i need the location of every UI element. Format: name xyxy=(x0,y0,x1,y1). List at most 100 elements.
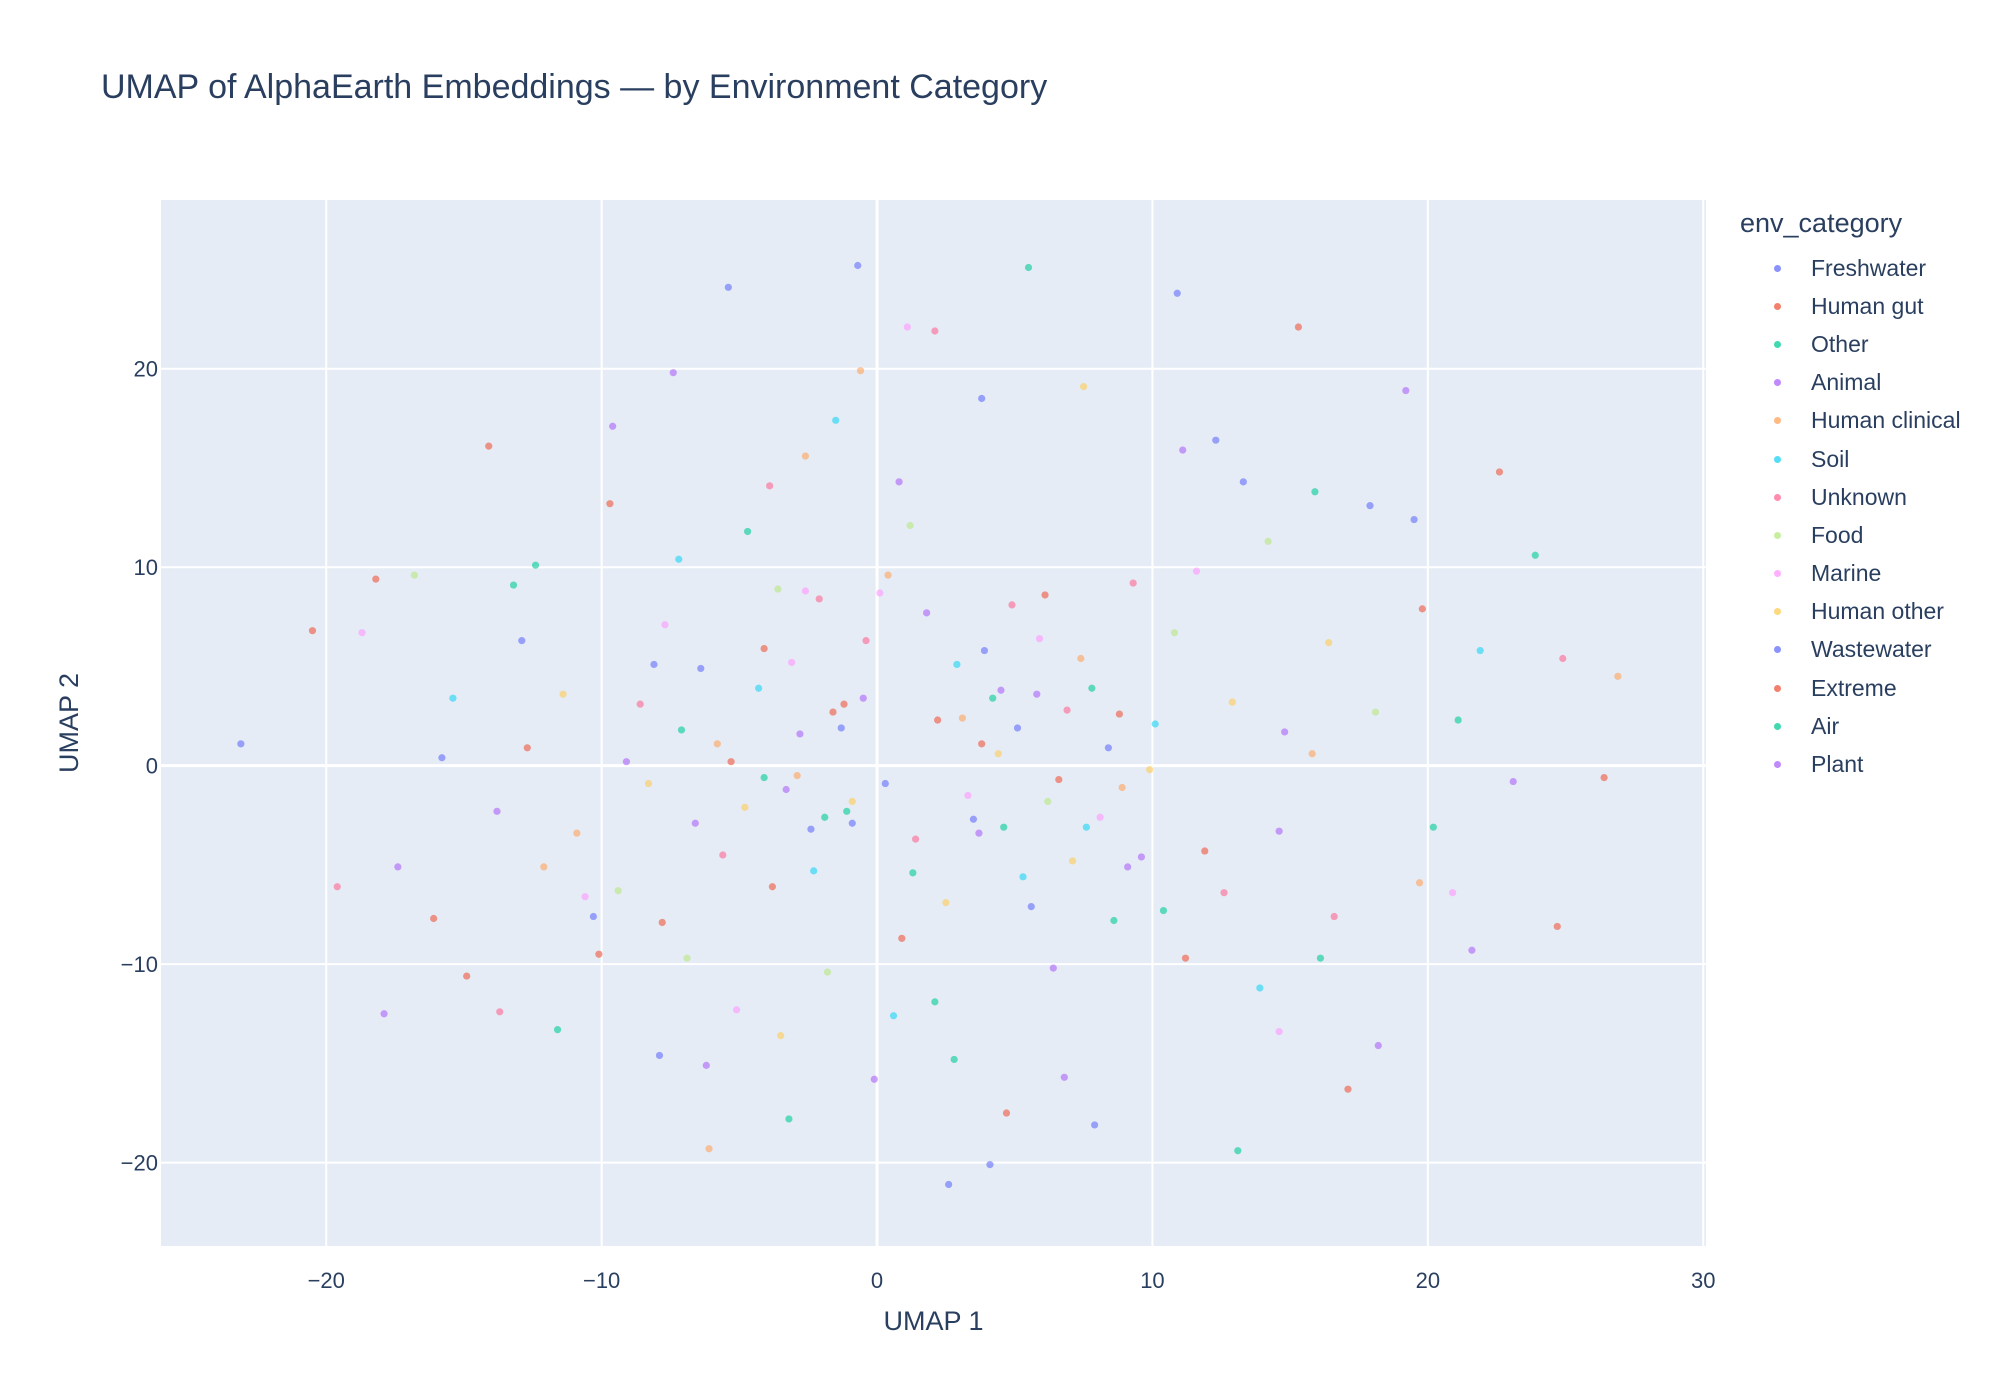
legend-item[interactable]: Freshwater xyxy=(1740,249,1961,287)
data-point xyxy=(796,730,804,738)
data-point xyxy=(658,918,666,927)
data-point xyxy=(1044,797,1052,806)
legend-item[interactable]: Human other xyxy=(1740,593,1961,631)
data-point xyxy=(1019,873,1027,881)
legend-item[interactable]: Unknown xyxy=(1740,478,1961,516)
data-point xyxy=(1173,289,1181,297)
legend-marker-icon xyxy=(1774,264,1781,272)
data-point xyxy=(697,664,705,673)
data-point xyxy=(518,637,526,645)
data-point xyxy=(768,883,776,891)
data-point xyxy=(727,758,735,766)
data-point xyxy=(358,629,366,637)
data-point xyxy=(1079,382,1088,391)
data-points xyxy=(237,261,1622,1189)
data-point xyxy=(1228,698,1236,706)
legend: env_category Freshwater Human gut Other Ani… xyxy=(1740,208,1961,784)
data-point xyxy=(823,968,832,976)
data-point xyxy=(1429,823,1437,831)
data-point xyxy=(1239,478,1247,486)
data-point xyxy=(1024,263,1033,272)
y-tick-label: 0 xyxy=(146,754,158,779)
data-point xyxy=(1063,706,1071,714)
legend-label: Human clinical xyxy=(1811,407,1961,434)
data-point xyxy=(876,589,884,597)
plot-area[interactable] xyxy=(161,200,1706,1246)
chart-title: UMAP of AlphaEarth Embeddings — by Envir… xyxy=(101,68,1048,106)
data-point xyxy=(1008,601,1016,609)
data-point xyxy=(1281,728,1289,736)
data-point xyxy=(832,416,840,424)
legend-item[interactable]: Wastewater xyxy=(1740,631,1961,669)
data-point xyxy=(801,452,810,460)
legend-marker-icon xyxy=(1774,302,1781,310)
legend-item[interactable]: Marine xyxy=(1740,555,1961,593)
data-point xyxy=(969,815,978,823)
data-point xyxy=(1264,537,1272,545)
data-point xyxy=(843,807,851,815)
legend-label: Human other xyxy=(1811,598,1944,625)
x-tick-label: 0 xyxy=(871,1268,883,1293)
data-point xyxy=(931,998,939,1006)
data-point xyxy=(1294,323,1303,331)
data-point xyxy=(744,527,752,536)
legend-item[interactable]: Human clinical xyxy=(1740,402,1961,440)
y-tick-label: −10 xyxy=(121,952,158,977)
x-tick-label: 10 xyxy=(1140,1268,1164,1293)
data-point xyxy=(1115,710,1123,718)
data-point xyxy=(903,323,911,331)
data-point xyxy=(1468,946,1476,954)
data-point xyxy=(1509,777,1517,786)
legend-marker-icon xyxy=(1774,608,1781,616)
data-point xyxy=(463,972,471,980)
data-point xyxy=(614,887,622,895)
data-point xyxy=(1531,551,1539,559)
data-point xyxy=(1418,605,1426,613)
data-point xyxy=(669,369,677,377)
legend-item[interactable]: Plant xyxy=(1740,745,1961,783)
data-point xyxy=(1000,823,1008,831)
legend-item[interactable]: Food xyxy=(1740,516,1961,554)
data-point xyxy=(848,797,856,806)
data-point xyxy=(777,1032,785,1040)
legend-item[interactable]: Animal xyxy=(1740,364,1961,402)
data-point xyxy=(1275,827,1283,835)
data-point xyxy=(821,813,829,821)
data-point xyxy=(237,740,245,748)
legend-item[interactable]: Air xyxy=(1740,707,1961,745)
data-point xyxy=(755,684,763,692)
data-point xyxy=(677,726,686,734)
y-axis-title: UMAP 2 xyxy=(54,673,84,773)
data-point xyxy=(493,807,501,815)
data-point xyxy=(1091,1121,1099,1129)
data-point xyxy=(994,750,1002,758)
data-point xyxy=(1110,916,1118,925)
legend-item[interactable]: Human gut xyxy=(1740,287,1961,325)
data-point xyxy=(862,637,870,645)
data-point xyxy=(410,571,418,579)
data-point xyxy=(986,1161,994,1169)
x-axis-title: UMAP 1 xyxy=(883,1306,983,1336)
data-point xyxy=(1311,488,1319,496)
legend-label: Air xyxy=(1811,712,1840,739)
data-point xyxy=(1553,922,1561,931)
data-point xyxy=(496,1008,504,1016)
data-point xyxy=(1449,889,1457,897)
legend-marker-icon xyxy=(1774,684,1781,692)
data-point xyxy=(573,829,581,837)
legend-item[interactable]: Other xyxy=(1740,325,1961,363)
data-point xyxy=(485,442,493,450)
legend-item[interactable]: Soil xyxy=(1740,440,1961,478)
data-point xyxy=(1151,720,1159,728)
data-point xyxy=(1129,579,1137,587)
data-point xyxy=(760,644,768,653)
data-point xyxy=(1077,654,1085,663)
legend-item[interactable]: Extreme xyxy=(1740,669,1961,707)
data-point xyxy=(909,869,917,877)
data-point xyxy=(1256,984,1264,992)
data-point xyxy=(810,867,818,875)
data-point xyxy=(691,819,699,827)
data-point xyxy=(785,1115,793,1123)
legend-label: Freshwater xyxy=(1811,254,1927,281)
